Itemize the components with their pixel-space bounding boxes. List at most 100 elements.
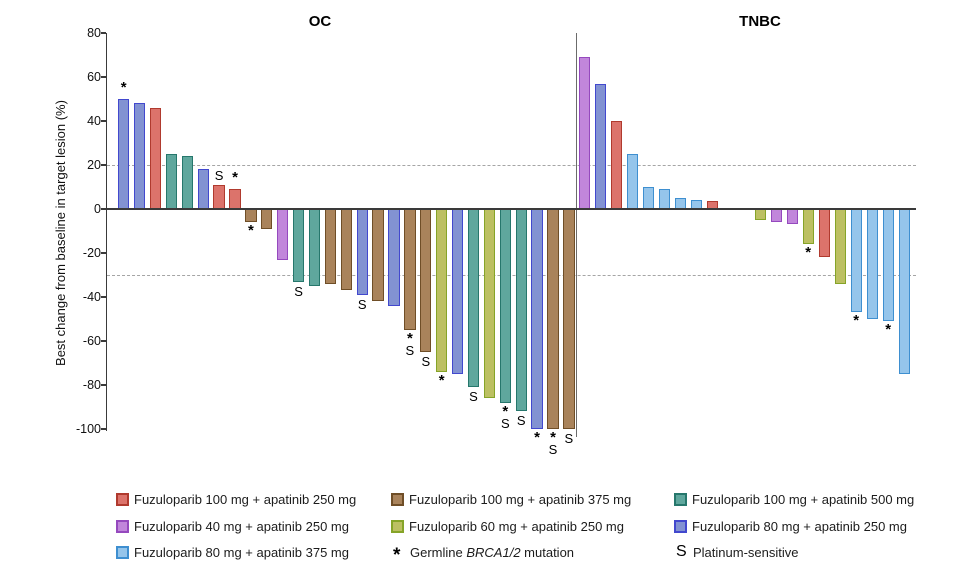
y-axis-tick — [100, 164, 106, 166]
s-marker: S — [500, 415, 510, 431]
bar-annotation: * S — [399, 331, 421, 357]
bar — [882, 209, 894, 322]
bar — [610, 121, 622, 209]
bar — [594, 83, 606, 209]
bar-annotation: S — [351, 298, 373, 311]
bar — [850, 209, 862, 313]
bar — [245, 209, 257, 223]
bar-annotation: * — [877, 321, 899, 339]
bar — [118, 99, 130, 209]
bar — [149, 107, 162, 209]
bar-annotation: S — [288, 285, 310, 298]
legend-label: Platinum-sensitive — [693, 545, 799, 561]
legend-label: Fuzuloparib 80 mg + apatinib 250 mg — [692, 518, 907, 534]
y-axis-tick — [100, 428, 106, 430]
y-axis-tick — [100, 340, 106, 342]
bar — [515, 209, 527, 412]
bar — [340, 209, 352, 291]
bar — [213, 184, 225, 209]
y-axis-tick — [100, 252, 106, 254]
legend-swatch-fz100_ap500 — [674, 493, 687, 506]
s-marker: S — [564, 431, 574, 446]
bar — [786, 209, 798, 225]
legend-label: Fuzuloparib 40 mg + apatinib 250 mg — [134, 518, 349, 534]
legend-swatch-fz100_ap375 — [391, 493, 404, 506]
panel-divider — [576, 33, 578, 437]
bar — [451, 209, 464, 374]
bar — [261, 209, 273, 229]
y-axis-tick — [100, 76, 106, 78]
y-axis-tick — [100, 296, 106, 298]
bar-annotation: * — [845, 313, 867, 328]
bar — [547, 209, 559, 429]
legend-label: Germline BRCA1/2 mutation — [410, 545, 574, 561]
bar — [834, 209, 846, 284]
legend: Fuzuloparib 100 mg + apatinib 250 mg Fuzu… — [0, 478, 976, 578]
y-axis-tick-label: -60 — [82, 334, 101, 348]
s-marker: S — [294, 283, 303, 299]
legend-swatch-fz80_ap375 — [116, 546, 129, 559]
bar — [324, 209, 337, 284]
asterisk-marker: * — [247, 222, 254, 240]
bar — [133, 103, 146, 209]
bar-annotation: S — [463, 390, 485, 403]
legend-swatch-fz40_ap250 — [116, 519, 129, 533]
bar-annotation: S — [415, 355, 437, 368]
bar — [229, 189, 241, 209]
bar — [372, 209, 384, 302]
bar — [898, 209, 910, 374]
bar — [578, 57, 590, 209]
s-marker: S — [469, 389, 478, 405]
bar — [181, 156, 193, 209]
bar — [165, 154, 178, 209]
panel-title-tnbc: TNBC — [739, 13, 781, 30]
bar — [818, 209, 830, 258]
bar — [531, 209, 543, 429]
legend-s-marker: S — [676, 543, 687, 560]
bar — [292, 209, 305, 282]
s-marker: S — [357, 296, 367, 312]
bar — [420, 209, 432, 352]
legend-label: Fuzuloparib 100 mg + apatinib 500 mg — [692, 492, 915, 507]
bar — [388, 209, 400, 306]
asterisk-marker: * — [232, 169, 238, 187]
legend-asterisk-marker: * — [393, 545, 401, 566]
bar-annotation: S — [510, 414, 532, 427]
bar — [642, 187, 654, 209]
asterisk-marker: * — [120, 79, 127, 96]
asterisk-marker: * — [502, 402, 509, 420]
s-marker: S — [548, 442, 558, 457]
bar — [499, 209, 511, 403]
asterisk-marker: * — [438, 371, 445, 389]
bar-annotation: S — [558, 432, 580, 445]
bar — [754, 209, 766, 220]
bar — [404, 209, 416, 330]
bar-annotation: S — [208, 169, 230, 182]
legend-swatch-fz100_ap250 — [116, 493, 129, 506]
y-axis-tick — [100, 120, 106, 122]
reference-line--30 — [107, 275, 916, 276]
asterisk-marker: * — [805, 244, 812, 262]
y-axis-tick-label: 40 — [87, 114, 101, 128]
y-axis-tick-label: 80 — [87, 26, 101, 40]
bar-annotation: * — [224, 169, 246, 187]
zero-baseline — [107, 208, 916, 210]
asterisk-marker: * — [534, 429, 541, 446]
reference-line-20 — [107, 165, 916, 166]
asterisk-marker: * — [885, 321, 892, 339]
s-marker: S — [516, 413, 526, 429]
bar — [436, 209, 448, 372]
s-marker: S — [421, 354, 431, 369]
s-marker: S — [214, 167, 224, 183]
bar — [483, 209, 496, 399]
y-axis — [105, 32, 107, 431]
bar — [467, 209, 480, 388]
bar — [356, 209, 368, 295]
bar — [626, 154, 638, 209]
legend-label-part: BRCA1/2 — [466, 545, 521, 560]
bar — [277, 209, 289, 260]
bar-annotation: * — [797, 244, 819, 262]
bar-annotation: * — [431, 371, 453, 389]
legend-label: Fuzuloparib 60 mg + apatinib 250 mg — [409, 518, 624, 534]
